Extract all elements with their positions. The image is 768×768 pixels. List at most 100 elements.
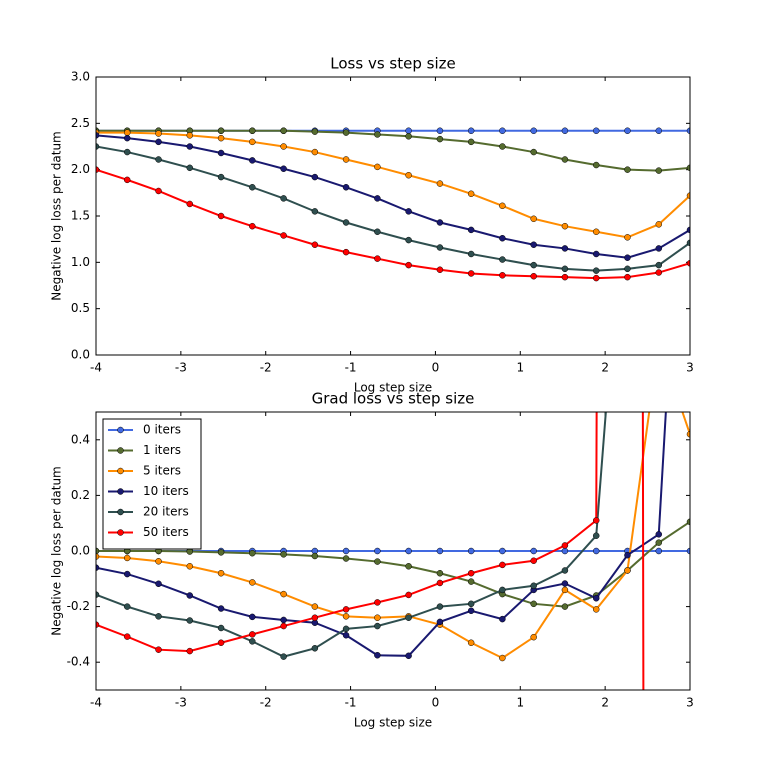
data-point bbox=[436, 547, 444, 555]
data-point bbox=[311, 148, 319, 156]
data-point bbox=[624, 273, 631, 281]
data-point bbox=[249, 184, 256, 191]
series-line bbox=[96, 134, 690, 259]
series-line bbox=[96, 412, 645, 690]
legend-label: 20 iters bbox=[143, 505, 189, 519]
series-line bbox=[96, 145, 690, 272]
data-point bbox=[561, 222, 569, 230]
data-point bbox=[655, 547, 663, 555]
data-point bbox=[249, 157, 256, 164]
data-point bbox=[686, 127, 690, 134]
data-point bbox=[123, 148, 131, 156]
x-tick-label: -2 bbox=[260, 361, 272, 375]
data-point bbox=[624, 265, 631, 273]
plot-area bbox=[96, 127, 690, 282]
data-point bbox=[530, 148, 537, 156]
data-point bbox=[467, 607, 475, 615]
data-point bbox=[405, 127, 412, 134]
data-point bbox=[686, 547, 690, 555]
x-tick-label: -2 bbox=[260, 696, 272, 710]
data-point bbox=[311, 173, 319, 181]
data-point bbox=[686, 164, 690, 172]
data-point bbox=[96, 132, 100, 139]
data-point bbox=[592, 228, 600, 236]
data-point bbox=[436, 618, 444, 626]
data-point bbox=[436, 603, 444, 610]
data-point bbox=[374, 163, 381, 171]
data-point bbox=[217, 639, 225, 646]
data-point bbox=[499, 256, 506, 263]
legend-marker bbox=[117, 508, 124, 516]
data-point bbox=[96, 143, 100, 150]
data-point bbox=[530, 582, 537, 589]
x-tick-label: -1 bbox=[345, 361, 357, 375]
data-point bbox=[467, 127, 475, 134]
data-point bbox=[561, 586, 569, 594]
data-point bbox=[280, 622, 287, 630]
y-tick-label: 0.5 bbox=[71, 301, 90, 315]
legend-marker bbox=[117, 467, 124, 475]
data-point bbox=[530, 127, 537, 134]
y-tick-label: -0.2 bbox=[67, 599, 90, 613]
data-point bbox=[530, 272, 537, 280]
data-point bbox=[217, 569, 225, 577]
x-tick-label: 1 bbox=[516, 361, 524, 375]
data-point bbox=[280, 616, 287, 624]
y-tick-label: 3.0 bbox=[71, 70, 90, 84]
data-point bbox=[655, 245, 663, 252]
data-point bbox=[123, 570, 131, 578]
data-point bbox=[530, 215, 537, 223]
data-point bbox=[499, 272, 506, 279]
data-point bbox=[592, 606, 600, 613]
data-point bbox=[405, 547, 412, 555]
data-point bbox=[624, 166, 631, 173]
data-point bbox=[96, 166, 100, 173]
plot-area bbox=[96, 412, 690, 690]
data-point bbox=[342, 555, 350, 562]
data-point bbox=[686, 430, 690, 438]
data-point bbox=[217, 624, 225, 632]
x-tick-label: -3 bbox=[175, 696, 187, 710]
data-point bbox=[217, 212, 225, 220]
data-point bbox=[123, 176, 131, 184]
data-point bbox=[186, 164, 194, 172]
chart-title: Loss vs step size bbox=[330, 55, 455, 73]
data-point bbox=[467, 190, 475, 198]
y-tick-label: 2.5 bbox=[71, 116, 90, 130]
data-point bbox=[155, 138, 162, 146]
data-point bbox=[561, 547, 569, 555]
data-point bbox=[405, 652, 412, 660]
y-axis-label: Negative log loss per datum bbox=[50, 131, 64, 301]
data-point bbox=[155, 130, 162, 137]
data-point bbox=[374, 652, 381, 659]
data-point bbox=[249, 579, 256, 586]
data-point bbox=[436, 266, 444, 273]
legend-marker bbox=[117, 426, 124, 434]
data-point bbox=[342, 219, 350, 226]
data-point bbox=[311, 552, 319, 560]
data-point bbox=[374, 131, 381, 138]
data-point bbox=[655, 127, 663, 134]
plot-frame bbox=[95, 411, 691, 691]
x-tick-label: 0 bbox=[432, 361, 440, 375]
data-point bbox=[342, 613, 350, 620]
data-point bbox=[374, 547, 381, 555]
data-point bbox=[436, 579, 444, 587]
x-axis-label: Log step size bbox=[354, 381, 432, 395]
data-point bbox=[155, 580, 162, 588]
data-point bbox=[592, 517, 600, 524]
data-point bbox=[686, 239, 690, 247]
data-point bbox=[436, 569, 444, 577]
legend-label: 50 iters bbox=[143, 525, 189, 539]
data-point bbox=[686, 192, 690, 199]
data-point bbox=[374, 228, 381, 236]
data-point bbox=[436, 180, 444, 187]
data-point bbox=[311, 208, 319, 215]
data-point bbox=[217, 134, 225, 142]
data-point bbox=[96, 591, 100, 598]
data-point bbox=[342, 184, 350, 191]
data-point bbox=[342, 631, 350, 639]
data-point bbox=[592, 161, 600, 169]
x-tick-label: 3 bbox=[686, 361, 694, 375]
